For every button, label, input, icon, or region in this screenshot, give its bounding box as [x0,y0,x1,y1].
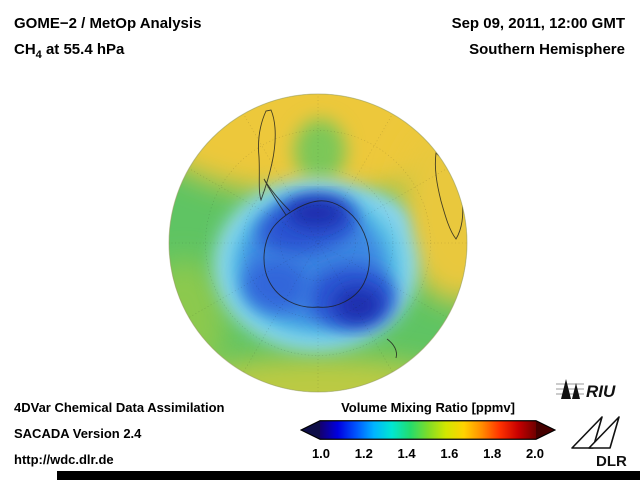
tick-label: 1.2 [354,446,373,461]
riu-spire-icon [572,383,580,399]
dlr-wing-icon [571,416,620,449]
footer-url: http://wdc.dlr.de [14,452,114,467]
colorbar-right-arrow [536,420,555,440]
riu-logo: RIU [556,379,616,401]
colorbar-gradient [320,420,536,440]
coast-antarctica [263,200,370,308]
footer-version: SACADA Version 2.4 [14,426,142,441]
graticule [169,94,467,392]
colorbar-title: Volume Mixing Ratio [ppmv] [341,400,515,415]
tick-label: 1.4 [397,446,416,461]
header-right: Sep 09, 2011, 12:00 GMT Southern Hemisph… [452,11,625,63]
riu-spire-icon [561,379,571,399]
tick-label: 2.0 [525,446,545,461]
plot-subtitle: CH4 at 55.4 hPa [14,37,201,68]
riu-lines-icon [556,383,584,395]
subtitle-level: at 55.4 hPa [41,41,125,58]
header-left: GOME−2 / MetOp Analysis CH4 at 55.4 hPa [14,11,201,68]
tick-label: 1.6 [440,446,459,461]
tick-label: 1.8 [483,446,502,461]
coast-antarctic-peninsula [263,178,291,216]
coast-south-america [258,109,276,202]
plot-hemisphere: Southern Hemisphere [469,41,625,58]
screen-bottom-bar [57,471,640,480]
riu-logo-text: RIU [586,382,616,401]
colorbar-ticks: 1.0 1.2 1.4 1.6 1.8 2.0 [308,446,548,461]
dlr-logo-text: DLR [596,453,627,470]
globe-limb [168,93,468,393]
colorbar [300,420,556,440]
coast-small-island [386,338,397,359]
dlr-logo: DLR [571,416,627,470]
plot-datetime: Sep 09, 2011, 12:00 GMT [451,15,625,32]
plot-title: GOME−2 / MetOp Analysis [14,15,202,32]
methane-field [169,94,467,392]
tick-label: 1.0 [311,446,331,461]
subtitle-subscript: 4 [35,49,42,61]
hemisphere-map [168,93,468,393]
colorbar-outline [300,420,556,440]
colorbar-left-arrow [301,420,320,440]
footer-assimilation: 4DVar Chemical Data Assimilation [14,400,225,415]
subtitle-species: CH [14,41,36,58]
